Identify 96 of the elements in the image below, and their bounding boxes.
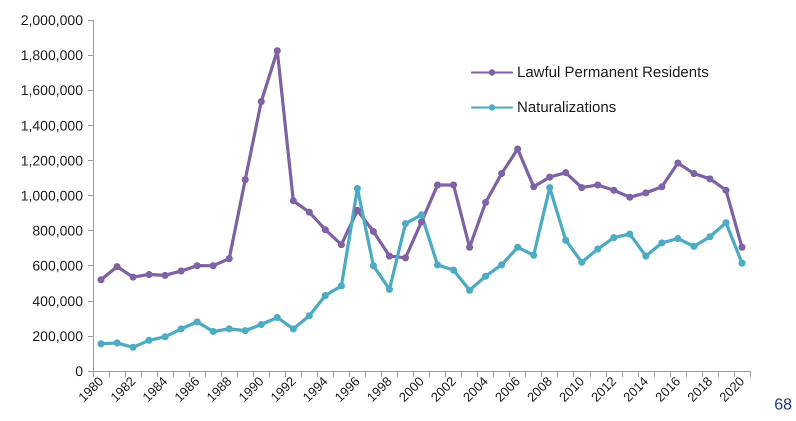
point (226, 325, 233, 332)
point (274, 314, 281, 321)
point (386, 286, 393, 293)
point (658, 239, 666, 246)
point (434, 261, 442, 268)
point (594, 246, 602, 253)
point (434, 181, 442, 188)
point (322, 292, 329, 300)
point (258, 98, 265, 106)
point (114, 263, 121, 270)
point (722, 186, 730, 194)
point (514, 145, 522, 152)
point (450, 181, 458, 188)
point (98, 340, 105, 348)
point (306, 312, 313, 320)
y-tick-label: 600,000 (32, 258, 84, 274)
y-tick-label: 0 (75, 363, 84, 379)
point (738, 260, 746, 267)
point (98, 276, 105, 284)
point (466, 286, 474, 294)
point (562, 169, 570, 176)
point (530, 183, 538, 190)
point (274, 47, 281, 54)
point (498, 170, 506, 178)
point (402, 220, 409, 228)
point (450, 266, 458, 274)
point (578, 258, 586, 266)
point (322, 226, 329, 234)
point (162, 272, 169, 279)
point (338, 241, 345, 248)
y-tick-label: 800,000 (32, 222, 84, 239)
point (386, 252, 393, 260)
point (226, 255, 233, 262)
y-tick-label: 1,200,000 (20, 152, 84, 168)
point (370, 228, 377, 235)
point (674, 160, 682, 167)
point (130, 274, 137, 281)
point (722, 219, 730, 226)
point (530, 252, 538, 259)
point (642, 252, 650, 260)
point (626, 194, 634, 201)
point (546, 174, 554, 181)
point (146, 270, 153, 278)
y-tick-label: 200,000 (32, 328, 84, 344)
point (354, 206, 361, 214)
point (690, 242, 698, 250)
point (258, 320, 265, 328)
legend-label: Naturalizations (517, 99, 616, 116)
point (610, 234, 618, 242)
point (690, 170, 698, 178)
point (594, 181, 602, 188)
point (210, 328, 217, 336)
y-tick-label: 2,000,000 (20, 12, 84, 28)
point (290, 325, 297, 332)
point (242, 176, 249, 184)
point (546, 184, 554, 192)
point (642, 189, 650, 196)
point (418, 211, 425, 218)
y-tick-label: 1,600,000 (20, 82, 84, 98)
point (370, 262, 377, 270)
point (706, 233, 714, 240)
y-tick-label: 1,400,000 (20, 117, 84, 134)
point (194, 262, 201, 270)
point (242, 327, 249, 334)
point (338, 282, 345, 290)
y-tick-label: 1,800,000 (20, 47, 84, 64)
point (578, 184, 586, 192)
point (130, 344, 137, 351)
point (146, 336, 153, 344)
point (178, 267, 185, 274)
point (210, 262, 217, 270)
point (626, 230, 634, 238)
point (658, 183, 666, 190)
legend-label: Lawful Permanent Residents (517, 64, 709, 81)
point (674, 235, 682, 242)
point (178, 325, 185, 332)
point (738, 244, 746, 251)
y-tick-label: 400,000 (32, 292, 84, 309)
point (466, 244, 474, 251)
point (418, 218, 425, 226)
point (306, 208, 313, 216)
point (514, 244, 522, 251)
text: 68 (774, 396, 792, 414)
point (354, 184, 361, 192)
point (482, 272, 490, 280)
point (290, 197, 297, 204)
point (194, 318, 201, 326)
point (610, 186, 618, 194)
point (162, 333, 169, 340)
point (706, 175, 714, 182)
point (498, 261, 506, 268)
point (402, 254, 409, 262)
y-tick-label: 1,000,000 (20, 188, 84, 204)
point (482, 199, 490, 206)
point (114, 339, 121, 346)
point (562, 236, 570, 244)
